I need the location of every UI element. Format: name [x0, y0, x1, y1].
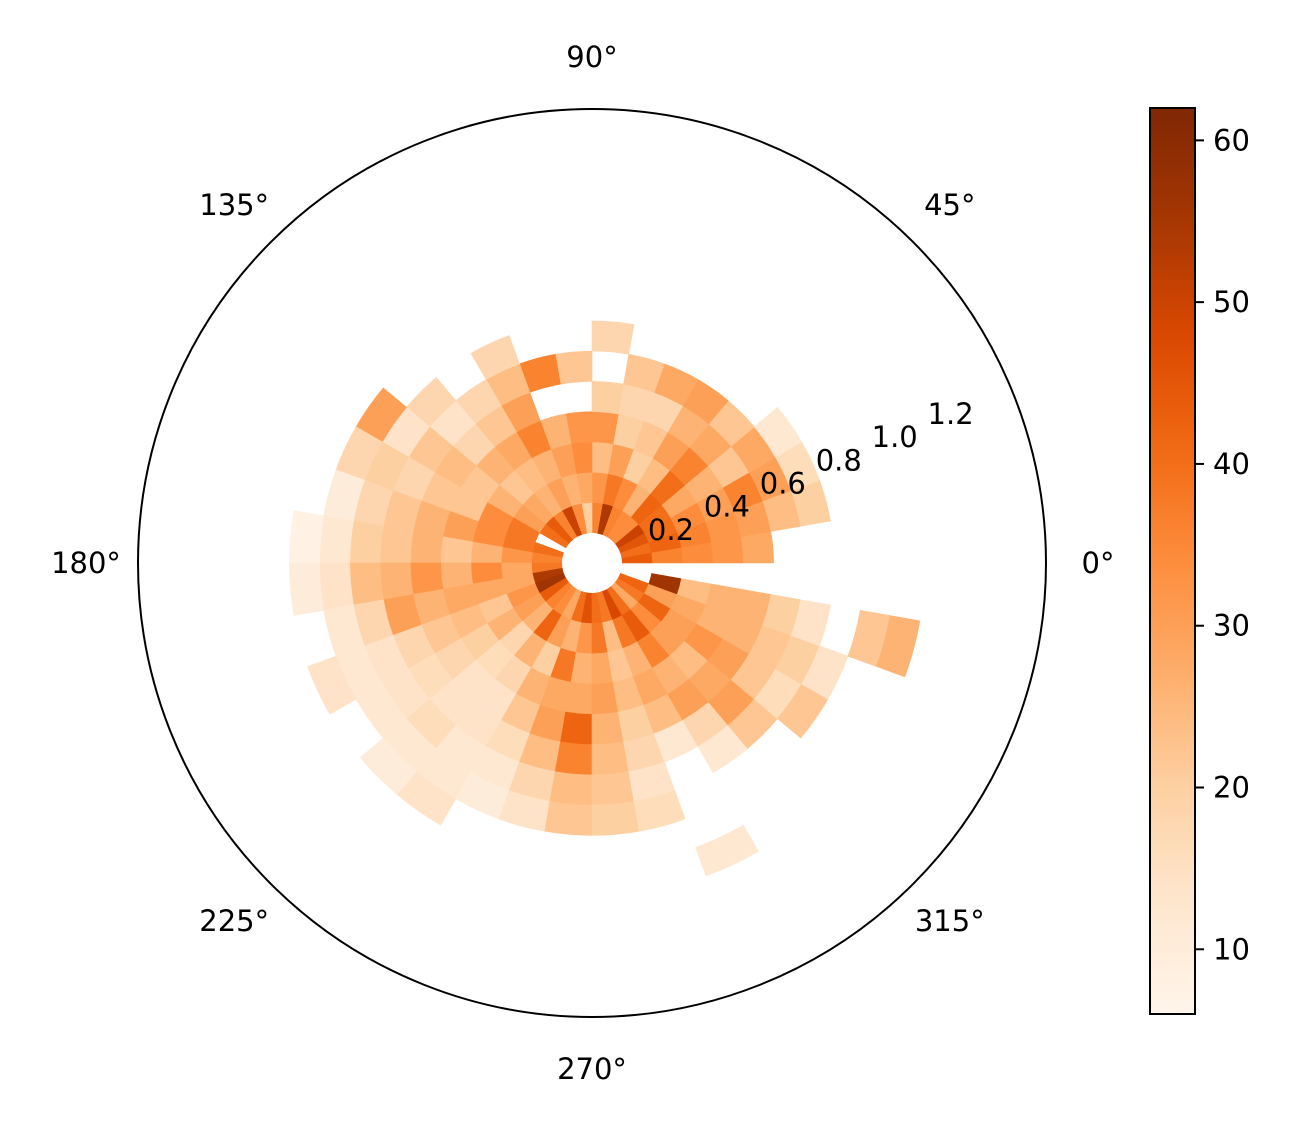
heatmap-cell [591, 771, 635, 806]
heatmap-cell [544, 801, 593, 836]
radial-tick-label: 0.6 [760, 467, 806, 501]
angular-tick-label: 180° [51, 546, 121, 580]
colorbar-gradient [1149, 107, 1196, 1015]
polar-axis-outline [137, 108, 1047, 1018]
colorbar-tick-label: 40 [1213, 447, 1250, 481]
radial-tick-labels: 0.2 0.4 0.6 0.8 1.0 1.2 [648, 397, 974, 547]
radial-tick-label: 1.0 [872, 420, 918, 454]
heatmap-cell [410, 531, 444, 564]
colorbar-ticks: 10 20 30 40 50 60 [1195, 123, 1250, 966]
colorbar-tick-label: 20 [1213, 771, 1250, 805]
heatmap-cell [349, 520, 384, 564]
colorbar-tick-label: 10 [1213, 932, 1250, 966]
heatmap-cell [349, 562, 384, 606]
heatmap-cell [876, 615, 921, 678]
radial-tick-label: 1.2 [928, 397, 974, 431]
heatmap-cell [591, 801, 640, 836]
angular-tick-label: 45° [924, 188, 975, 222]
colorbar-tick-label: 60 [1213, 123, 1250, 157]
heatmap-cell [554, 741, 593, 776]
heatmap-cell [753, 406, 803, 458]
colorbar-tick-label: 50 [1213, 285, 1250, 319]
heatmap-cell [633, 790, 686, 832]
angular-tick-label: 225° [199, 904, 269, 938]
angular-tick-label: 270° [557, 1052, 627, 1086]
heatmap-cell [549, 771, 593, 806]
heatmap-cell [379, 562, 414, 601]
angular-tick-label: 0° [1082, 546, 1115, 580]
heatmap-cell [591, 381, 624, 415]
heatmap-cell [591, 320, 635, 355]
radial-tick-label: 0.2 [648, 513, 694, 547]
heatmap-cells [289, 320, 921, 877]
colorbar: 10 20 30 40 50 60 [1149, 107, 1250, 1015]
heatmap-cell [695, 824, 759, 877]
radial-tick-label: 0.8 [816, 443, 862, 477]
angular-tick-label: 90° [566, 40, 617, 74]
angular-tick-label: 315° [915, 904, 985, 938]
heatmap-cell [591, 741, 630, 776]
heatmap-cell [591, 711, 624, 745]
heatmap-cell [740, 531, 774, 564]
heatmap-cell [319, 562, 354, 611]
radial-tick-label: 0.4 [704, 490, 750, 524]
angular-tick-labels: 0° 45° 90° 135° 180° 225° 270° 315° [51, 40, 1114, 1086]
colorbar-tick-label: 30 [1213, 609, 1250, 643]
heatmap-cell [410, 562, 444, 595]
heatmap-cell [554, 350, 593, 385]
heatmap-cell [560, 711, 593, 745]
angular-tick-label: 135° [199, 188, 269, 222]
heatmap-cell [289, 510, 325, 564]
heatmap-cell [790, 599, 831, 647]
heatmap-cell [397, 771, 457, 826]
heatmap-cell [319, 515, 354, 564]
heatmap-cell [379, 525, 414, 564]
heatmap-cell [289, 562, 325, 616]
heatmap-cell [470, 335, 520, 380]
heatmap-cell [307, 655, 357, 715]
